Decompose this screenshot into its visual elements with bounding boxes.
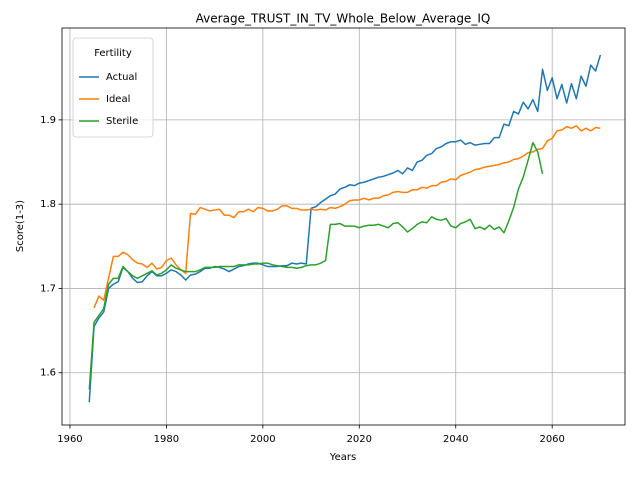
x-tick-label: 1960 — [57, 434, 82, 445]
y-tick-label: 1.6 — [40, 368, 56, 379]
line-series — [93, 125, 601, 309]
line-series — [88, 141, 544, 390]
y-tick-label: 1.9 — [40, 115, 56, 126]
legend-label: Actual — [106, 72, 137, 83]
line-series — [88, 54, 602, 403]
x-tick-label: 1980 — [154, 434, 179, 445]
legend-box — [72, 37, 154, 138]
legend-label: Ideal — [106, 94, 130, 105]
legend-label: Sterile — [106, 116, 138, 127]
x-axis-label: Years — [329, 452, 356, 463]
x-tick-label: 2020 — [347, 434, 372, 445]
x-tick-label: 2040 — [443, 434, 468, 445]
plot-frame — [61, 27, 626, 426]
x-tick-label: 2060 — [539, 434, 564, 445]
y-tick-label: 1.8 — [40, 199, 56, 210]
y-tick-label: 1.7 — [40, 283, 56, 294]
x-tick-label: 2000 — [250, 434, 275, 445]
chart-title: Average_TRUST_IN_TV_Whole_Below_Average_… — [196, 12, 491, 26]
y-axis-label: Score(1-3) — [15, 200, 26, 252]
legend-title: Fertility — [94, 48, 132, 59]
